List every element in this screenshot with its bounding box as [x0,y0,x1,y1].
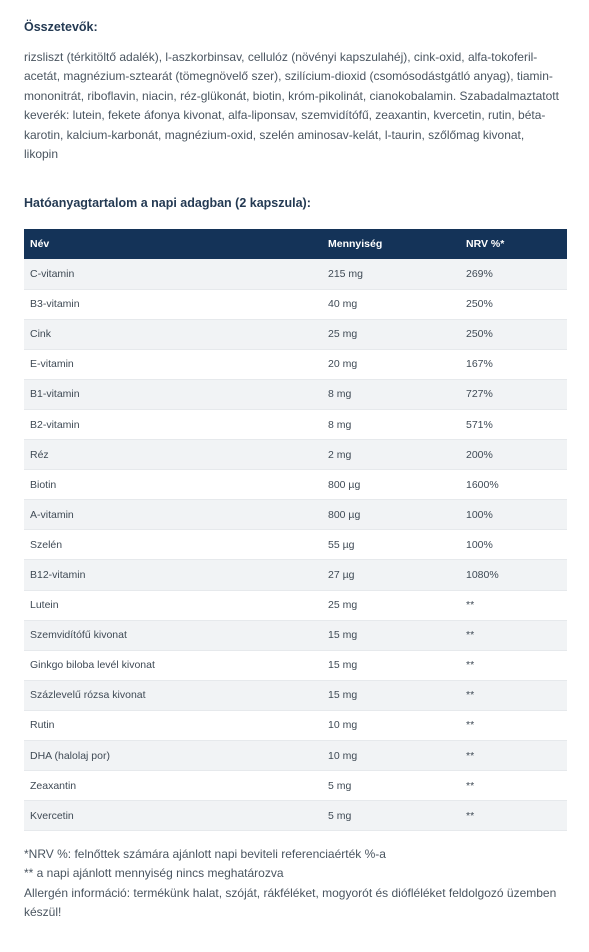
table-row: DHA (halolaj por) 10 mg ** [24,740,567,772]
table-header-row: Név Mennyiség NRV %* [24,229,567,259]
cell-name: Zeaxantin [24,770,322,802]
cell-amount: 2 mg [322,439,460,471]
cell-name: B3-vitamin [24,289,322,320]
cell-nrv: 167% [460,349,567,380]
ingredients-text: rizsliszt (térkitöltő adalék), l-aszkorb… [24,50,559,162]
table-body: C-vitamin 215 mg 269% B3-vitamin 40 mg 250% Ci… [24,259,567,832]
cell-nrv: ** [460,800,567,832]
table-row: E-vitamin 20 mg 167% [24,349,567,380]
cell-nrv: ** [460,650,567,681]
cell-name: B12-vitamin [24,559,322,591]
cell-name: E-vitamin [24,349,322,380]
cell-nrv: 727% [460,379,567,410]
footnotes: *NRV %: felnőttek számára ajánlott napi … [24,845,564,923]
not-defined-footnote: ** a napi ajánlott mennyiség nincs megha… [24,866,284,881]
cell-amount: 15 mg [322,650,460,681]
cell-nrv: ** [460,590,567,621]
table-row: Rutin 10 mg ** [24,710,567,742]
cell-amount: 55 µg [322,529,460,561]
cell-name: A-vitamin [24,499,322,531]
cell-amount: 8 mg [322,379,460,410]
cell-amount: 10 mg [322,740,460,772]
column-header-nrv: NRV %* [466,238,505,250]
column-header-amount: Mennyiség [328,238,383,250]
cell-name: Ginkgo biloba levél kivonat [24,650,322,681]
table-row: Réz 2 mg 200% [24,439,567,471]
cell-name: B1-vitamin [24,379,322,410]
cell-amount: 15 mg [322,680,460,711]
cell-amount: 10 mg [322,710,460,742]
nrv-footnote: *NRV %: felnőttek számára ajánlott napi … [24,847,386,861]
table-row: B12-vitamin 27 µg 1080% [24,559,567,591]
table-row: Zeaxantin 5 mg ** [24,770,567,802]
ingredients-title: Összetevők: [24,20,98,34]
cell-amount: 800 µg [322,469,460,501]
cell-nrv: 1600% [460,469,567,501]
cell-name: Lutein [24,590,322,621]
cell-name: Százlevelű rózsa kivonat [24,680,322,711]
cell-name: Szelén [24,529,322,561]
allergen-info: Allergén információ: termékünk halat, sz… [24,885,557,920]
cell-nrv: ** [460,680,567,711]
table-row: A-vitamin 800 µg 100% [24,499,567,531]
cell-nrv: 200% [460,439,567,471]
cell-nrv: ** [460,740,567,772]
table-row: Százlevelű rózsa kivonat 15 mg ** [24,680,567,711]
cell-name: C-vitamin [24,259,322,290]
cell-name: Réz [24,439,322,471]
table-row: B3-vitamin 40 mg 250% [24,289,567,320]
table-row: C-vitamin 215 mg 269% [24,259,567,290]
cell-nrv: ** [460,710,567,742]
cell-amount: 40 mg [322,289,460,320]
cell-nrv: 250% [460,289,567,320]
column-header-name: Név [30,238,50,250]
table-row: Szemvidítófű kivonat 15 mg ** [24,620,567,651]
cell-nrv: ** [460,620,567,651]
cell-amount: 5 mg [322,770,460,802]
cell-nrv: 269% [460,259,567,290]
cell-amount: 215 mg [322,259,460,290]
cell-amount: 5 mg [322,800,460,832]
table-row: Biotin 800 µg 1600% [24,469,567,501]
table-row: B1-vitamin 8 mg 727% [24,379,567,410]
cell-nrv: 571% [460,409,567,441]
cell-name: Cink [24,319,322,350]
table-row: Kvercetin 5 mg ** [24,800,567,832]
cell-name: Kvercetin [24,800,322,832]
cell-nrv: ** [460,770,567,802]
nutrition-table: Név Mennyiség NRV %* C-vitamin 215 mg 269%… [24,229,567,832]
cell-name: Szemvidítófű kivonat [24,620,322,651]
cell-name: B2-vitamin [24,409,322,441]
cell-name: DHA (halolaj por) [24,740,322,772]
table-row: Ginkgo biloba levél kivonat 15 mg ** [24,650,567,681]
table-row: B2-vitamin 8 mg 571% [24,409,567,441]
table-row: Lutein 25 mg ** [24,590,567,621]
cell-amount: 25 mg [322,590,460,621]
cell-name: Biotin [24,469,322,501]
cell-amount: 800 µg [322,499,460,531]
cell-nrv: 1080% [460,559,567,591]
table-row: Cink 25 mg 250% [24,319,567,350]
nutrition-table-title: Hatóanyagtartalom a napi adagban (2 kaps… [24,196,311,210]
cell-amount: 25 mg [322,319,460,350]
cell-amount: 20 mg [322,349,460,380]
cell-amount: 27 µg [322,559,460,591]
cell-nrv: 100% [460,499,567,531]
cell-name: Rutin [24,710,322,742]
table-row: Szelén 55 µg 100% [24,529,567,561]
cell-nrv: 100% [460,529,567,561]
cell-amount: 8 mg [322,409,460,441]
cell-nrv: 250% [460,319,567,350]
cell-amount: 15 mg [322,620,460,651]
